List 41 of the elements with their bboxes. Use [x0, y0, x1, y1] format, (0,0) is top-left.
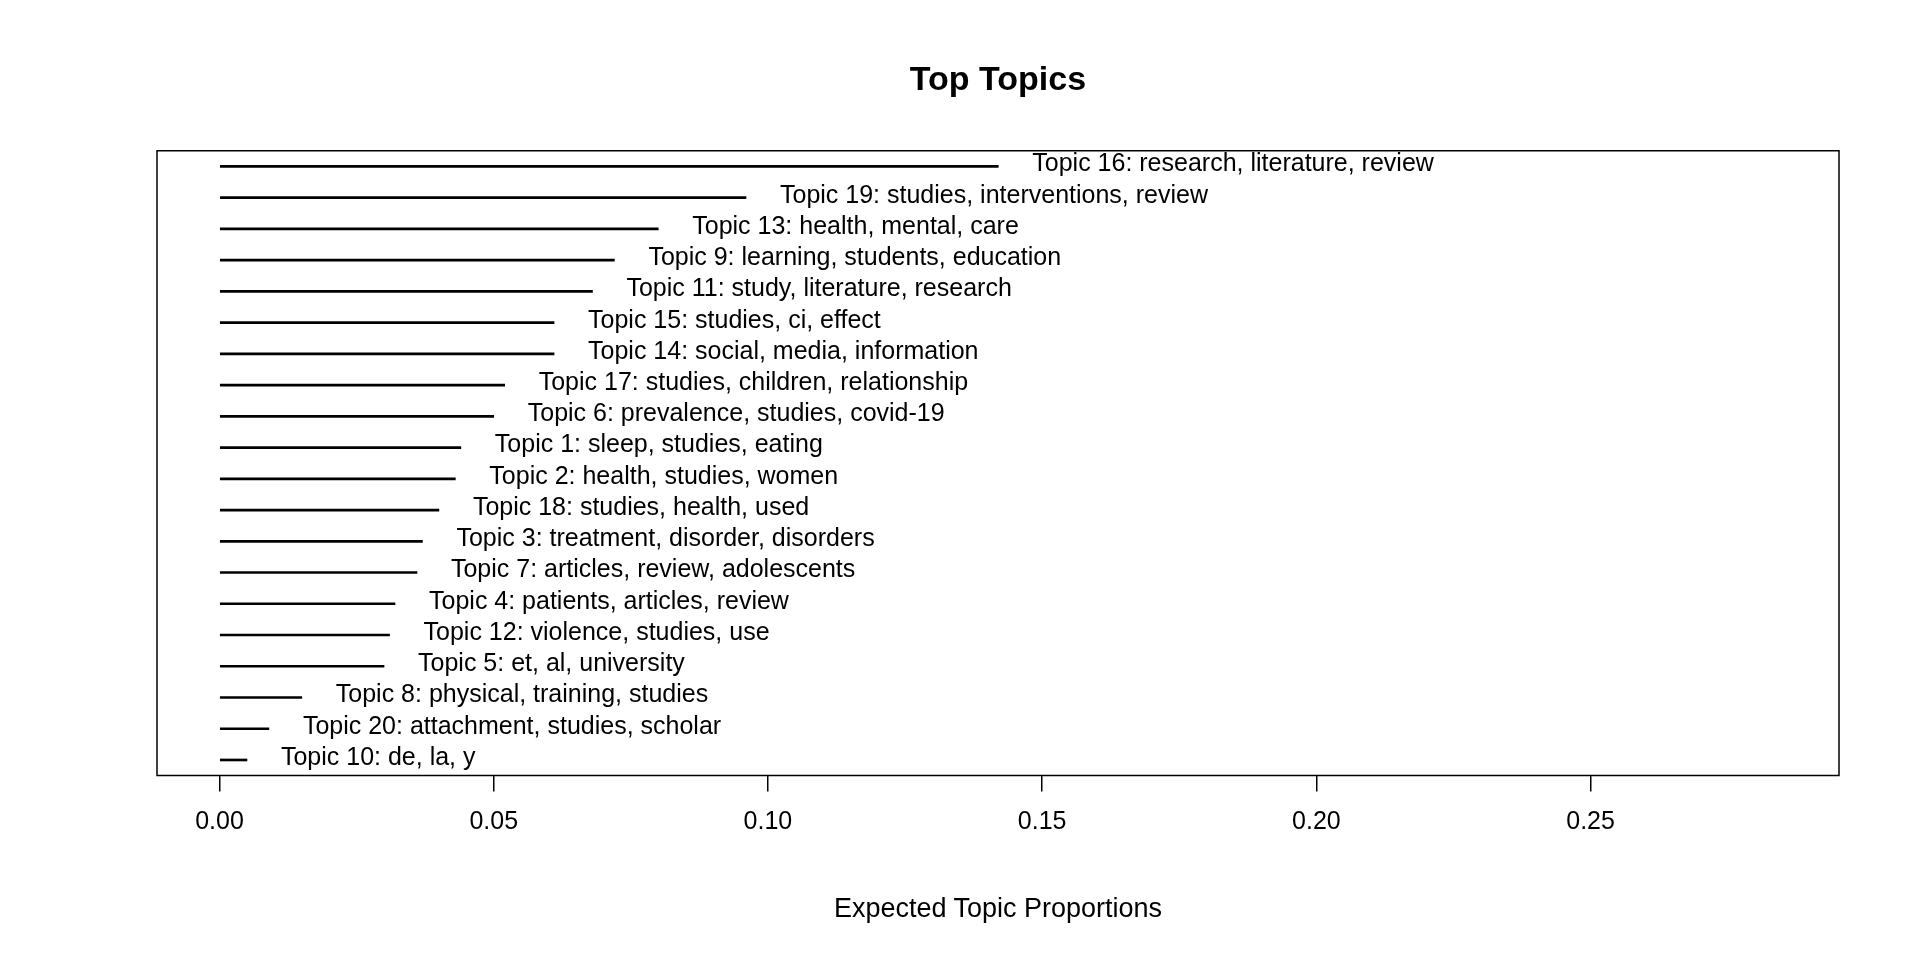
y-tick-label: Topic 5: et, al, university [418, 648, 686, 677]
y-tick-label: Topic 13: health, mental, care [692, 210, 1019, 239]
y-tick-label: Topic 19: studies, interventions, review [780, 179, 1209, 208]
x-tick-label: 0.10 [743, 806, 793, 835]
bar [219, 415, 495, 418]
y-tick-label: Topic 10: de, la, y [280, 741, 476, 770]
y-tick-label: Topic 18: studies, health, used [472, 491, 810, 520]
y-tick-label: Topic 8: physical, training, studies [335, 679, 709, 708]
x-tick-label: 0.05 [469, 806, 519, 835]
x-tick-label: 0.15 [1017, 806, 1067, 835]
x-tick-label: 0.00 [195, 806, 244, 835]
bar [219, 602, 396, 606]
y-tick-label: Topic 15: studies, ci, effect [588, 304, 881, 333]
bar [219, 571, 418, 574]
y-tick-label: Topic 1: sleep, studies, eating [494, 429, 823, 458]
bar [219, 196, 747, 199]
y-tick-label: Topic 16: research, literature, review [1032, 148, 1435, 177]
y-tick-label: Topic 11: study, literature, research [626, 273, 1012, 302]
bar [219, 727, 270, 731]
bar [219, 446, 462, 449]
x-tick-label: 0.20 [1292, 806, 1341, 835]
y-tick-label: Topic 14: social, media, information [588, 335, 979, 364]
x-tick-label: 0.25 [1566, 806, 1615, 835]
y-tick-label: Topic 6: prevalence, studies, covid-19 [527, 398, 945, 427]
bar [219, 664, 385, 668]
x-axis-title: Expected Topic Proportions [833, 893, 1163, 924]
y-tick-label: Topic 2: health, studies, women [489, 460, 839, 489]
bar [219, 321, 555, 324]
bar [219, 165, 999, 168]
bar [219, 696, 303, 699]
y-tick-label: Topic 12: violence, studies, use [423, 616, 770, 645]
y-tick-label: Topic 4: patients, articles, review [429, 585, 790, 614]
y-tick-label: Topic 17: studies, children, relationship [538, 366, 969, 395]
bar [219, 539, 423, 543]
bar [219, 477, 456, 481]
bar [219, 290, 593, 293]
y-tick-label: Topic 3: treatment, disorder, disorders [456, 523, 875, 552]
chart-title: Top Topics [909, 58, 1087, 97]
y-tick-label: Topic 9: learning, students, education [648, 242, 1062, 271]
y-tick-label: Topic 20: attachment, studies, scholar [302, 710, 722, 739]
y-tick-label: Topic 7: articles, review, adolescents [450, 554, 856, 583]
